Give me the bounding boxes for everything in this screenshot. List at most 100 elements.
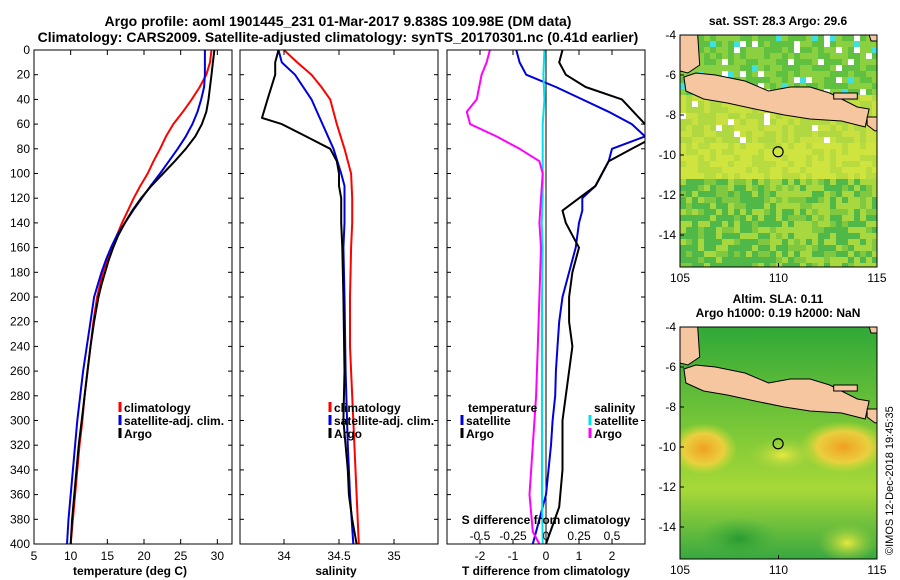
sst-cell [692,257,698,263]
sst-cell [740,239,746,245]
sst-cell [698,167,704,173]
sst-cell [758,203,764,209]
temperature-profile-panel: 5 10 15 20 25 3002040608010012014016018020022… [10,43,233,563]
sst-cell [854,131,860,137]
map-y-tick-label: -6 [665,360,676,374]
sst-cell [854,77,860,83]
sst-cell [710,257,716,263]
sst-cell [782,125,788,131]
sst-cell [692,239,698,245]
sst-cell [842,47,848,53]
sst-cell [812,47,818,53]
sst-cell [860,179,866,185]
sst-cell [770,173,776,179]
sst-cell [728,191,734,197]
sst-cell [770,215,776,221]
sst-cell [716,221,722,227]
sst-cell [782,65,788,71]
sst-cell [746,59,752,65]
sst-cell [758,155,764,161]
sst-cell [812,185,818,191]
sst-cell [848,263,854,267]
sst-cell [848,173,854,179]
sst-cell [722,161,728,167]
sst-cell [836,185,842,191]
sst-cell [824,47,830,53]
sst-cell [836,179,842,185]
map-y-tick-label: -14 [659,228,677,242]
sst-cell [770,77,776,83]
sst-cell [848,89,854,95]
sst-cell [788,143,794,149]
sst-cell [728,215,734,221]
sst-cell [818,161,824,167]
y-tick-label: 180 [10,265,30,279]
sst-cell [770,203,776,209]
sst-cell [686,119,692,125]
sst-cell [722,71,728,77]
sst-cell [818,185,824,191]
sst-cell [770,131,776,137]
sst-cell [698,191,704,197]
sst-cell [758,53,764,59]
sst-cell [800,155,806,161]
sst-cell [782,47,788,53]
sst-cell [698,197,704,203]
sst-cell [710,251,716,257]
sst-cell [830,161,836,167]
sst-cell [848,215,854,221]
map-x-tick-label: 115 [867,563,886,577]
sla-map: Altim. SLA: 0.11 Argo h1000: 0.19 h2000:… [659,292,887,577]
sst-cell [752,41,758,47]
sst-cell [788,53,794,59]
sst-cell [866,197,872,203]
sst-cell [710,191,716,197]
sst-cell [776,173,782,179]
sst-cell [782,41,788,47]
sst-cell [872,131,877,137]
sst-cell [716,173,722,179]
sst-cell [752,239,758,245]
sst-cell [728,257,734,263]
sst-cell [836,41,842,47]
sst-cell [740,71,746,77]
sst-cell [824,53,830,59]
sst-cell [800,71,806,77]
sst-cell [830,185,836,191]
sst-cell [716,119,722,125]
sst-cell [776,113,782,119]
sst-cell [860,77,866,83]
borneo-tip [868,35,877,42]
sst-cell [722,245,728,251]
sst-cell [794,197,800,203]
y-tick-label: 120 [10,191,30,205]
sst-cell [782,59,788,65]
sst-cell [854,179,860,185]
sumatra-tip [680,35,701,74]
sst-cell [782,137,788,143]
sst-cell [794,161,800,167]
sst-cell [866,191,872,197]
sst-cell [722,119,728,125]
sst-cell [698,185,704,191]
sst-cell [734,71,740,77]
sst-cell [788,41,794,47]
series-line-climatology [69,50,213,544]
sst-cell [860,209,866,215]
sst-cell [734,245,740,251]
sst-cell [740,35,746,41]
sst-cell [710,155,716,161]
sst-cell [854,257,860,263]
sst-cell [758,35,764,41]
sst-cell [794,59,800,65]
sst-cell [788,131,794,137]
sst-cell [788,227,794,233]
sst-cell [824,191,830,197]
sst-cell [722,173,728,179]
sst-cell [710,53,716,59]
series-line-s-argo [465,50,544,544]
sst-cell [818,173,824,179]
sst-cell [764,131,770,137]
sst-cell [860,227,866,233]
